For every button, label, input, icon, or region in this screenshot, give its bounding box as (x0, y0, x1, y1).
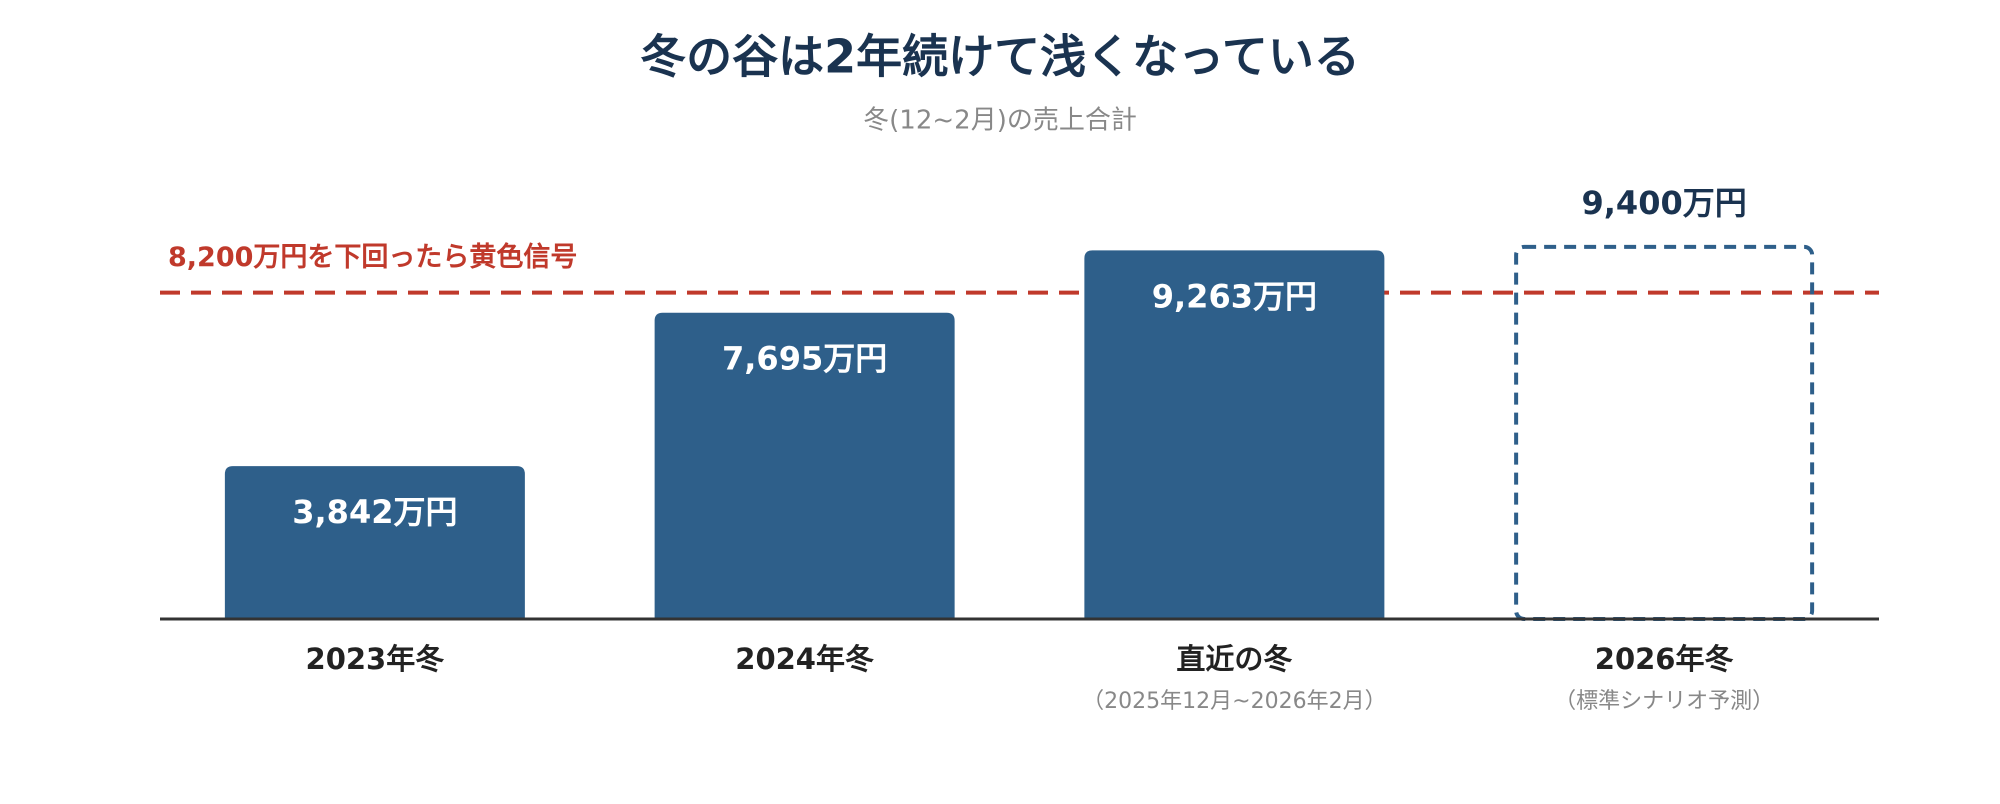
value-label: 3,842万円 (292, 493, 457, 531)
x-tick-label: 2023年冬 (306, 642, 445, 676)
chart-subtitle: 冬(12~2月)の売上合計 (863, 106, 1137, 136)
chart-title: 冬の谷は2年続けて浅くなっている (640, 30, 1360, 84)
x-tick-label: 直近の冬 (1176, 642, 1292, 676)
forecast-bar (1514, 244, 1815, 621)
x-tick-note: （2025年12月~2026年2月） (1082, 689, 1386, 714)
bar (1084, 250, 1385, 620)
x-tick-label: 2024年冬 (735, 642, 874, 676)
value-label: 9,263万円 (1152, 277, 1317, 315)
value-label: 9,400万円 (1582, 184, 1747, 222)
x-tick-note: （標準シナリオ予測） (1554, 689, 1774, 714)
bar (224, 466, 525, 619)
value-label: 7,695万円 (722, 340, 887, 378)
x-tick-label: 2026年冬 (1595, 642, 1734, 676)
bar (654, 312, 955, 619)
reference-label: 8,200万円を下回ったら黄色信号 (168, 241, 577, 273)
